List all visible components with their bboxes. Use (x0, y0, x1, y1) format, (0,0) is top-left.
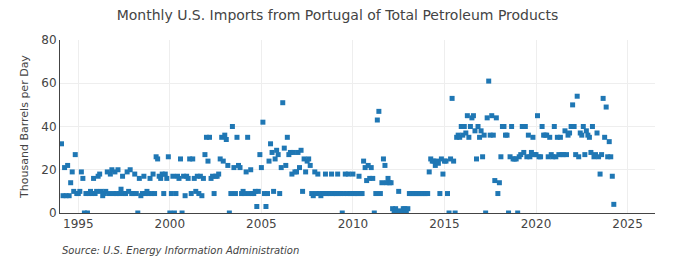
svg-text:20: 20 (41, 163, 56, 177)
svg-text:80: 80 (41, 33, 56, 47)
svg-text:Thousand Barrels per Day: Thousand Barrels per Day (18, 55, 31, 199)
svg-text:0: 0 (49, 206, 57, 220)
svg-text:2005: 2005 (246, 217, 277, 231)
svg-text:2010: 2010 (338, 217, 369, 231)
svg-text:2015: 2015 (429, 217, 460, 231)
svg-text:1995: 1995 (63, 217, 94, 231)
svg-text:Monthly U.S. Imports from Port: Monthly U.S. Imports from Portugal of To… (117, 7, 559, 23)
svg-text:60: 60 (41, 76, 56, 90)
svg-text:Source: U.S. Energy Informatio: Source: U.S. Energy Information Administ… (62, 245, 299, 256)
svg-text:2000: 2000 (155, 217, 186, 231)
svg-text:2025: 2025 (612, 217, 643, 231)
svg-text:40: 40 (41, 120, 56, 134)
svg-text:2020: 2020 (521, 217, 552, 231)
